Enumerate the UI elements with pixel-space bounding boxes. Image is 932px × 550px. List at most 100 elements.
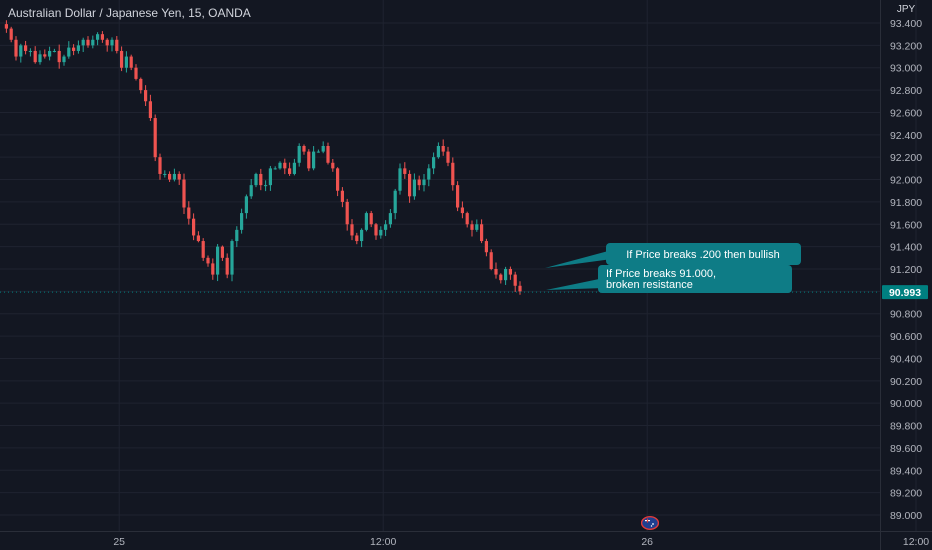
y-tick-label: 92.000 (890, 175, 922, 187)
last-price-badge (882, 285, 928, 300)
candle (168, 171, 172, 182)
candle (187, 201, 191, 225)
candle (513, 271, 517, 292)
x-tick-label: 26 (641, 536, 653, 548)
candle (470, 220, 474, 237)
x-tick-label: 12:00 (370, 536, 396, 548)
candle (321, 141, 325, 154)
candle (460, 201, 464, 219)
candle (398, 163, 402, 195)
candle (475, 219, 479, 232)
candle (57, 44, 61, 69)
candle (4, 20, 8, 33)
candle (302, 144, 306, 155)
candle (43, 49, 47, 59)
candle (72, 44, 76, 56)
candle (96, 32, 100, 46)
candle (153, 114, 157, 162)
candle (350, 219, 354, 241)
y-tick-label: 90.000 (890, 398, 922, 410)
candle (268, 165, 272, 191)
y-tick-label: 93.000 (890, 63, 922, 75)
candle (307, 149, 311, 172)
callout-broken-resistance-text: If Price breaks 91.000, (606, 268, 716, 280)
candle (417, 175, 421, 191)
candle (110, 37, 114, 52)
candle (316, 149, 320, 153)
candle (331, 158, 335, 172)
candle (115, 36, 119, 54)
candle (235, 226, 239, 248)
candle (484, 238, 488, 257)
y-tick-label: 92.400 (890, 130, 922, 142)
candle (62, 54, 66, 66)
candle (220, 245, 224, 261)
candle (139, 77, 143, 94)
candle (201, 238, 205, 261)
candle (436, 142, 440, 159)
candle (196, 231, 200, 243)
candle (158, 153, 162, 180)
candle (19, 43, 23, 63)
candle (340, 187, 344, 208)
y-tick-label: 90.400 (890, 353, 922, 365)
candle (422, 174, 426, 192)
candle (326, 142, 330, 165)
candle (81, 37, 85, 52)
callout-bullish-text: If Price breaks .200 then bullish (626, 249, 779, 261)
candle (432, 152, 436, 175)
candle (283, 158, 287, 175)
candle (134, 64, 138, 81)
candle (86, 36, 90, 48)
candle (441, 139, 445, 156)
callout-broken-resistance-text-line2: broken resistance (606, 279, 693, 291)
annotation-callouts: If Price breaks .200 then bullish If Pric… (545, 243, 801, 293)
y-tick-label: 92.800 (890, 85, 922, 97)
candlestick-series (4, 20, 522, 295)
candle (504, 266, 508, 285)
y-tick-label: 89.400 (890, 465, 922, 477)
callout-bullish[interactable]: If Price breaks .200 then bullish (545, 243, 801, 268)
candle (206, 255, 210, 267)
candle (292, 158, 296, 176)
candle (494, 262, 498, 279)
candle (240, 208, 244, 234)
y-tick-label: 89.600 (890, 443, 922, 455)
candle (480, 219, 484, 244)
y-tick-label: 91.600 (890, 219, 922, 231)
candle (508, 266, 512, 280)
candle (412, 173, 416, 200)
currency-label: JPY (896, 4, 916, 15)
candle (14, 36, 18, 61)
callout-broken-resistance[interactable]: If Price breaks 91.000,broken resistance (546, 265, 792, 293)
candle (177, 171, 181, 185)
candle (384, 220, 388, 237)
australia-flag-icon[interactable] (641, 516, 659, 530)
candle (76, 40, 80, 54)
candle (144, 85, 148, 107)
candle (403, 162, 407, 179)
candle (259, 168, 263, 191)
chart-title: Australian Dollar / Japanese Yen, 15, OA… (8, 6, 251, 20)
candle (91, 35, 95, 49)
y-tick-label: 90.200 (890, 376, 922, 388)
y-tick-label: 89.800 (890, 421, 922, 433)
candle (48, 46, 52, 61)
candle (216, 244, 220, 282)
candle (182, 173, 186, 215)
candle (148, 94, 152, 121)
candle (278, 161, 282, 170)
price-axis[interactable]: 93.400 93.200 93.000 92.800 92.600 92.400 92.2… (880, 0, 929, 550)
candle (33, 46, 37, 64)
candle (369, 210, 373, 228)
candle (52, 48, 56, 53)
candle (360, 228, 364, 248)
y-tick-label: 93.400 (890, 18, 922, 30)
y-tick-label: 91.200 (890, 264, 922, 276)
candle (336, 167, 340, 197)
candle (38, 50, 42, 65)
candle (24, 40, 28, 55)
candle (465, 211, 469, 228)
